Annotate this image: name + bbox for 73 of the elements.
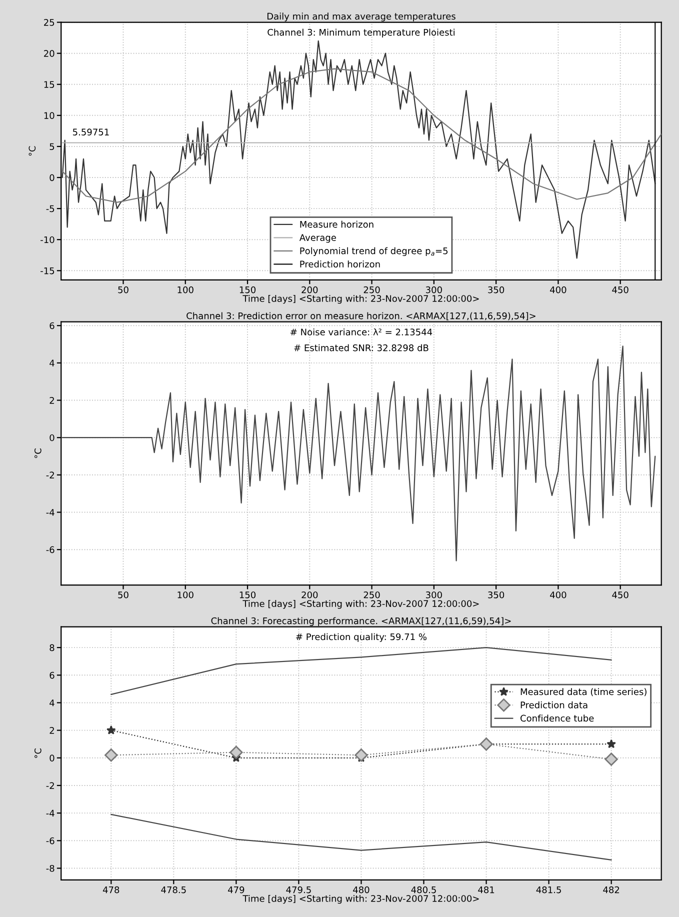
y-tick-label: 0 bbox=[50, 434, 54, 442]
x-tick-label: 250 bbox=[364, 591, 380, 598]
y-tick-label: 15 bbox=[44, 81, 54, 88]
legend-label: Confidence tube bbox=[520, 714, 594, 722]
y-tick-label: -2 bbox=[46, 472, 54, 478]
x-tick-label: 480 bbox=[353, 886, 370, 894]
x-tick-label: 481 bbox=[478, 886, 494, 894]
y-tick-label: -4 bbox=[46, 509, 54, 516]
y-tick-label: 2 bbox=[50, 396, 54, 404]
y-tick-label: -2 bbox=[46, 782, 54, 789]
x-tick-label: 150 bbox=[240, 591, 256, 598]
x-tick-label: 450 bbox=[612, 591, 628, 598]
y-tick-label: -5 bbox=[46, 205, 54, 212]
y-tick-label: -8 bbox=[46, 864, 54, 872]
y-tick-label: 4 bbox=[50, 360, 54, 366]
annotation: # Estimated SNR: 32.8298 dB bbox=[294, 344, 428, 352]
x-tick-label: 150 bbox=[240, 286, 256, 294]
x-tick-label: 350 bbox=[488, 286, 504, 294]
annotation: # Prediction quality: 59.71 % bbox=[296, 633, 427, 642]
y-tick-label: 20 bbox=[44, 50, 54, 57]
y-axis-title: °C bbox=[34, 748, 42, 758]
chart-title: Daily min and max average temperatures bbox=[267, 12, 456, 22]
y-tick-label: -6 bbox=[46, 837, 54, 844]
y-tick-label: 8 bbox=[50, 644, 54, 652]
text: Channel 3: Minimum temperature Ploiesti bbox=[268, 28, 454, 38]
x-tick-label: 481.5 bbox=[536, 886, 561, 894]
y-tick-label: 2 bbox=[50, 727, 54, 734]
y-tick-label: 5 bbox=[50, 143, 54, 150]
y-tick-label: 6 bbox=[50, 672, 54, 679]
x-axis-title: Time [days] <Starting with: 23-Nov-2007 12:00:00> bbox=[242, 294, 479, 304]
chart-title: Channel 3: Forecasting performance. <ARMAX[127,(11,6,59),54]> bbox=[211, 617, 511, 626]
x-tick-label: 50 bbox=[118, 286, 128, 294]
y-tick-label: -15 bbox=[40, 267, 54, 274]
legend-label: Polynomial trend of degree p$_{a}$=5 bbox=[300, 247, 448, 256]
chart-title: Channel 3: Prediction error on measure horizon. <ARMAX[127,(11,6,59),54]> bbox=[186, 312, 536, 320]
x-tick-label: 350 bbox=[488, 591, 504, 598]
y-tick-label: 0 bbox=[50, 754, 54, 762]
x-tick-label: 50 bbox=[118, 591, 128, 598]
legend-label: Prediction horizon bbox=[300, 260, 380, 268]
y-tick-label: -10 bbox=[40, 236, 54, 244]
annotation: 5.59751 bbox=[72, 128, 109, 136]
x-tick-label: 400 bbox=[550, 591, 566, 598]
x-tick-label: 300 bbox=[426, 591, 442, 598]
y-tick-label: -4 bbox=[46, 810, 54, 816]
y-tick-label: 0 bbox=[50, 174, 54, 182]
legend-label: Measured data (time series) bbox=[520, 688, 646, 696]
y-axis-title: °C bbox=[34, 448, 42, 458]
y-tick-label: 10 bbox=[44, 112, 54, 119]
x-tick-label: 300 bbox=[426, 286, 442, 294]
x-axis-title: Time [days] <Starting with: 23-Nov-2007 12:00:00> bbox=[242, 600, 479, 609]
x-tick-label: 400 bbox=[550, 286, 566, 294]
x-tick-label: 480.5 bbox=[411, 886, 436, 894]
x-tick-label: 200 bbox=[302, 286, 318, 294]
y-tick-label: 4 bbox=[50, 700, 54, 706]
annotation: # Noise variance: λ² = 2.13544 bbox=[290, 328, 432, 336]
y-axis-title: °C bbox=[28, 146, 36, 156]
legend-label: Measure horizon bbox=[300, 220, 374, 228]
y-tick-label: -6 bbox=[46, 546, 54, 554]
x-tick-label: 479.5 bbox=[286, 886, 311, 894]
x-tick-label: 100 bbox=[178, 286, 194, 294]
y-tick-label: 25 bbox=[44, 19, 54, 26]
x-tick-label: 100 bbox=[178, 591, 194, 598]
x-tick-label: 450 bbox=[612, 286, 628, 294]
x-tick-label: 478.5 bbox=[161, 886, 186, 894]
x-tick-label: 478 bbox=[102, 886, 120, 894]
y-tick-label: 6 bbox=[50, 322, 54, 330]
x-tick-label: 250 bbox=[364, 286, 380, 294]
legend-label: Average bbox=[299, 234, 336, 243]
legend-label: Prediction data bbox=[520, 701, 588, 708]
x-axis-title: Time [days] <Starting with: 23-Nov-2007 12:00:00> bbox=[242, 894, 479, 904]
x-tick-label: 482 bbox=[603, 886, 620, 894]
x-tick-label: 479 bbox=[228, 886, 244, 894]
x-tick-label: 200 bbox=[302, 591, 318, 598]
